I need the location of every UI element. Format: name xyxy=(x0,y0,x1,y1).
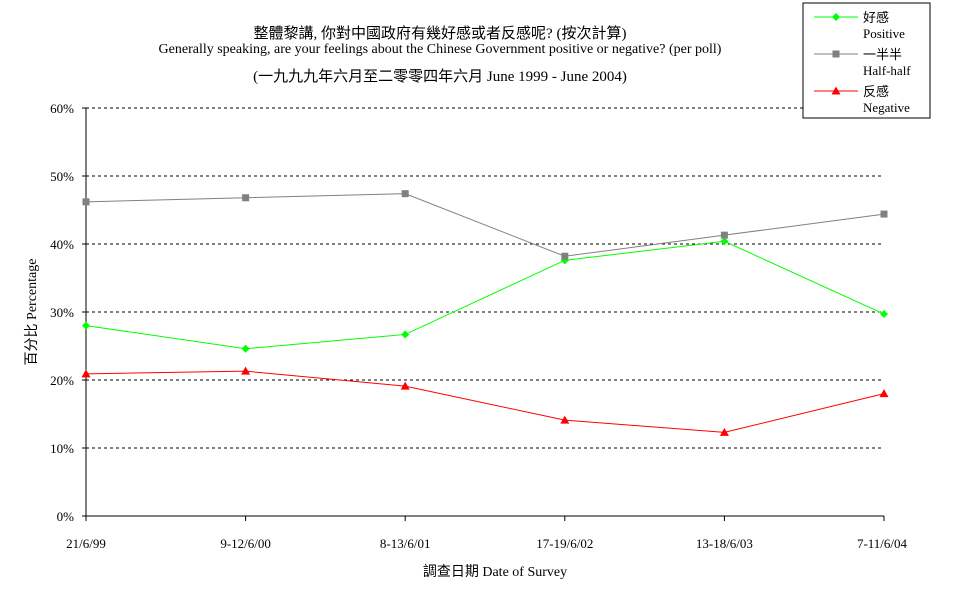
x-tick-label: 13-18/6/03 xyxy=(696,536,753,551)
legend-label-en: Positive xyxy=(863,26,905,41)
data-point-square xyxy=(720,231,728,239)
y-tick-label: 0% xyxy=(57,509,75,524)
data-point-triangle xyxy=(560,415,570,424)
series-half-half xyxy=(82,190,888,260)
series-line xyxy=(85,193,885,257)
data-point-triangle xyxy=(831,86,841,95)
legend-label: 一半半 xyxy=(863,47,902,62)
data-point-diamond xyxy=(82,321,90,330)
y-tick-label: 50% xyxy=(50,169,74,184)
y-tick-label: 20% xyxy=(50,373,74,388)
gridlines xyxy=(86,107,884,449)
data-point-diamond xyxy=(401,330,410,339)
x-tick-label: 8-13/6/01 xyxy=(380,536,431,551)
legend-label: 反感 xyxy=(863,84,889,99)
data-point-triangle xyxy=(241,366,251,375)
series-positive xyxy=(82,237,888,353)
y-tick-label: 60% xyxy=(50,101,74,116)
y-axis-label: 百分比 Percentage xyxy=(24,259,40,366)
data-point-square xyxy=(880,210,888,218)
data-point-triangle xyxy=(879,389,889,398)
data-point-square xyxy=(82,198,90,206)
data-point-square xyxy=(242,194,250,202)
chart-title: 整體黎講, 你對中國政府有幾好感或者反感呢? (按次計算) xyxy=(253,26,627,42)
chart-subtitle: Generally speaking, are your feelings ab… xyxy=(158,42,722,57)
chart-date-range: (一九九九年六月至二零零四年六月 June 1999 - June 2004) xyxy=(253,69,627,85)
x-tick-label: 21/6/99 xyxy=(66,536,106,551)
x-tick-label: 17-19/6/02 xyxy=(536,536,593,551)
data-point-square xyxy=(401,190,409,198)
series-line xyxy=(85,240,885,350)
y-tick-label: 30% xyxy=(50,305,74,320)
data-point-diamond xyxy=(720,237,729,246)
legend-label: 好感 xyxy=(863,10,889,25)
data-point-triangle xyxy=(81,369,91,378)
legend-label-en: Negative xyxy=(863,100,910,115)
series-group xyxy=(81,190,889,436)
series-line xyxy=(85,370,885,433)
x-tick-label: 9-12/6/00 xyxy=(220,536,271,551)
x-ticks: 21/6/99 9-12/6/00 8-13/6/01 17-19/6/02 13-18… xyxy=(66,516,908,551)
legend-box xyxy=(802,2,931,119)
legend-label-en: Half-half xyxy=(863,63,911,78)
series-negative xyxy=(81,366,889,436)
data-point-diamond xyxy=(241,344,250,353)
y-ticks: 0% 10% 20% 30% 40% 50% 60% xyxy=(50,101,86,524)
x-axis-label: 調查日期 Date of Survey xyxy=(423,564,567,580)
data-point-triangle xyxy=(400,381,410,390)
x-tick-label: 7-11/6/04 xyxy=(857,536,908,551)
data-point-square xyxy=(561,252,569,260)
data-point-diamond xyxy=(880,310,888,319)
data-point-triangle xyxy=(719,427,729,436)
data-point-square xyxy=(832,50,840,58)
data-point-diamond xyxy=(832,13,840,21)
y-tick-label: 10% xyxy=(50,441,74,456)
y-tick-label: 40% xyxy=(50,237,74,252)
